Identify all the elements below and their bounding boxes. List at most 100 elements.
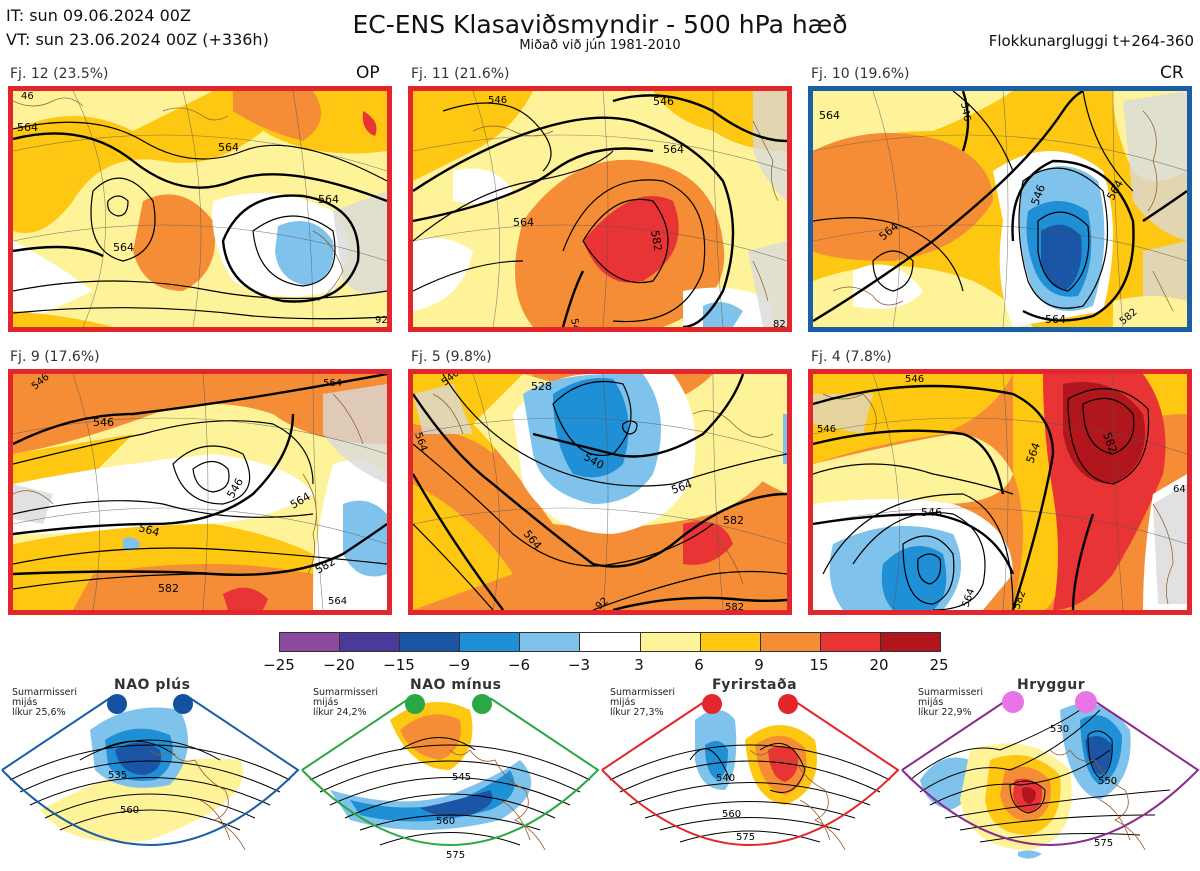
colorbar-tick: −6 [507,656,531,674]
map-anomaly-cluster-4: 546 546 564 582 546 564 582 64 [813,374,1187,610]
regime-map-nao-plus: 535 560 [1,697,300,851]
contour-label: 564 [513,216,534,229]
colorbar-swatch [460,633,521,651]
colorbar-tick: 25 [929,656,949,674]
regime-note: Sumarmisseri mijás líkur 24,2% [313,688,378,718]
map-anomaly-cluster-9: 546 546 564 546 564 564 582 582 564 [13,374,387,610]
regime-dot [173,694,193,714]
regime-dot [472,694,492,714]
init-time: IT: sun 09.06.2024 00Z [6,6,191,25]
map-anomaly-cluster-11: 546 546 564 564 582 546 82 [413,91,787,327]
map-anomaly-cluster-5: 546 528 540 564 564 582 564 582 92 [413,374,787,610]
colorbar-tick: 9 [754,656,764,674]
panel-label-3: Fj. 10 (19.6%) [811,66,910,82]
contour-label: 582 [725,602,744,610]
map-panel-cluster-9: 546 546 564 546 564 564 582 582 564 [8,369,392,615]
colorbar-swatch [640,633,701,651]
anomaly-colorbar [279,632,941,652]
contour-label: 564 [1045,313,1066,326]
regime-title-ridge: Hryggur [1017,677,1086,693]
regime-title-nao-plus: NAO plús [114,677,191,693]
regime-note-line: líkur 27,3% [610,707,664,718]
contour-label: 545 [452,772,471,783]
map-panel-cluster-5: 546 528 540 564 564 582 564 582 92 [408,369,792,615]
panel-label-4: Fj. 9 (17.6%) [10,349,100,365]
panel-tag-op: OP [356,63,380,83]
contour-label: 582 [648,229,664,252]
colorbar-swatch [880,633,941,651]
contour-label: 564 [218,141,239,154]
page-subtitle: Miðað við jún 1981-2010 [519,38,681,53]
contour-label: 550 [1098,776,1117,787]
panel-label-2: Fj. 11 (21.6%) [411,66,510,82]
contour-label: 546 [568,318,582,327]
contour-label: 546 [653,95,674,108]
contour-label: 546 [921,506,942,519]
contour-label: 546 [817,424,836,435]
colorbar-tick: −9 [447,656,471,674]
classification-window: Flokkunargluggi t+264-360 [988,32,1194,50]
regime-note: Sumarmisseri mijás líkur 22,9% [918,688,983,718]
colorbar-swatch [400,633,461,651]
contour-label: 575 [1094,838,1113,849]
colorbar-swatch [280,633,341,651]
colorbar-tick: 15 [809,656,829,674]
colorbar-tick: 3 [634,656,644,674]
regime-dot [107,694,127,714]
regime-dot [702,694,722,714]
map-panel-cluster-12: 564 564 564 564 46 92 [8,86,392,332]
contour-label: 535 [108,770,127,781]
contour-label: 540 [716,773,735,784]
contour-label: 546 [958,102,972,123]
map-anomaly-cluster-10: 564 564 546 546 564 564 582 [813,91,1187,327]
colorbar-swatch [700,633,761,651]
regime-note-line: mijás [918,697,944,708]
colorbar-swatch [340,633,401,651]
colorbar-swatch [820,633,881,651]
contour-label: 46 [21,91,34,102]
contour-label: 92 [375,315,387,326]
regime-note-line: líkur 22,9% [918,707,972,718]
contour-label: 64 [1173,484,1186,495]
panel-label-6: Fj. 4 (7.8%) [811,349,892,365]
regime-dot [1075,691,1097,713]
page-title: EC-ENS Klasaviðsmyndir - 500 hPa hæð [352,10,848,39]
regime-note-line: líkur 25,6% [12,707,66,718]
contour-label: 564 [663,143,684,156]
regime-note-line: mijás [313,697,339,708]
panel-label-1: Fj. 12 (23.5%) [10,66,109,82]
contour-label: 575 [446,850,465,861]
contour-label: 564 [819,109,840,122]
colorbar-tick: −3 [567,656,591,674]
contour-label: 564 [323,378,342,389]
contour-label: 582 [158,582,179,595]
regime-title-nao-minus: NAO mínus [410,677,502,693]
regime-map-ridge: 530 550 575 [901,697,1200,859]
map-panel-cluster-4: 546 546 564 582 546 564 582 64 [808,369,1192,615]
colorbar-swatch [520,633,581,651]
contour-label: 528 [531,380,552,393]
regime-note-line: Sumarmisseri [313,687,379,698]
regime-note-line: líkur 24,2% [313,707,367,718]
panel-tag-cr: CR [1160,63,1184,83]
valid-time: VT: sun 23.06.2024 00Z (+336h) [6,30,269,49]
regime-note: Sumarmisseri mijás líkur 25,6% [12,688,77,718]
regime-map-blocking: 540 560 575 [601,697,900,851]
colorbar-swatch [580,633,641,651]
regime-map-nao-minus: 545 560 575 [301,697,600,861]
regime-dot [1002,691,1024,713]
map-anomaly-cluster-12: 564 564 564 564 46 92 [13,91,387,327]
regime-note-line: Sumarmisseri [12,687,78,698]
regime-dot [405,694,425,714]
colorbar-tick: −25 [263,656,295,674]
contour-label: 564 [137,521,161,539]
regime-note-line: mijás [12,697,38,708]
colorbar-tick: 6 [694,656,704,674]
contour-label: 92 [594,596,611,610]
contour-label: 560 [120,805,139,816]
contour-label: 546 [905,374,924,385]
colorbar-tick: −15 [383,656,415,674]
contour-label: 560 [722,809,741,820]
contour-label: 560 [436,816,455,827]
contour-label: 546 [93,416,114,429]
